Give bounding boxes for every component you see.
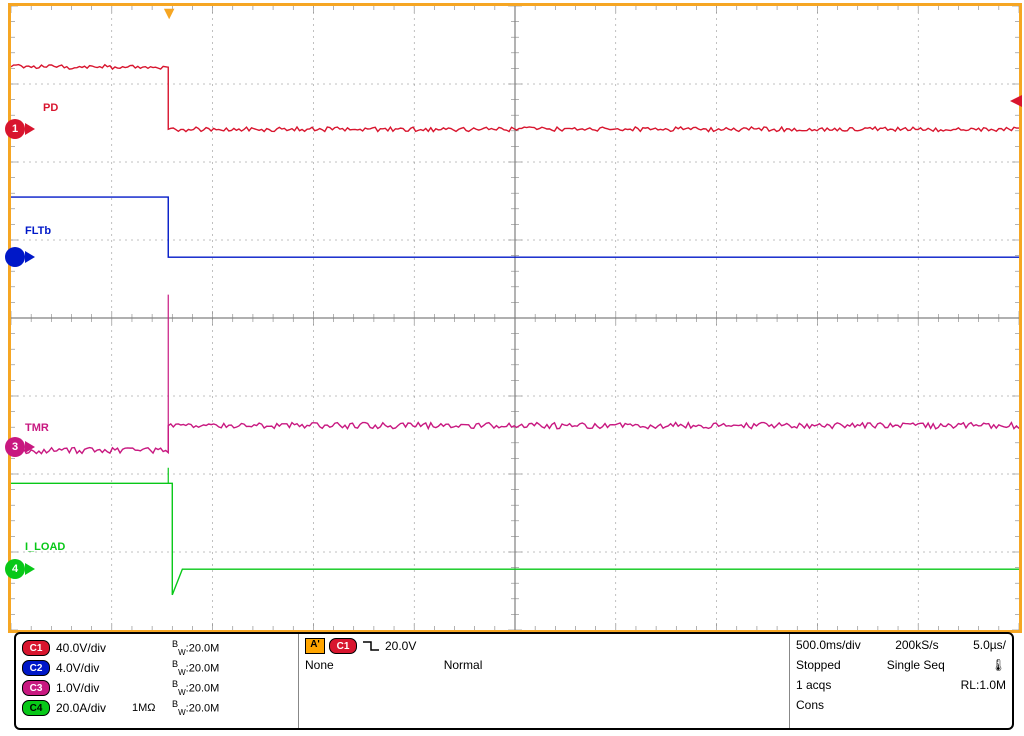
channel-marker-c3: 3	[5, 437, 25, 457]
channel-scale: 4.0V/div	[56, 661, 126, 675]
channel-badge: C2	[22, 660, 50, 676]
acq-mode: Single Seq	[887, 658, 945, 676]
trace-label-c1: PD	[43, 102, 58, 114]
acq-cons: Cons	[796, 698, 824, 716]
channel-bandwidth: BW:20.0M	[172, 659, 219, 677]
trigger-none-label: None	[305, 658, 334, 672]
sample-rate: 200kS/s	[895, 638, 938, 656]
acq-count: 1 acqs	[796, 678, 831, 696]
channel-badge: C3	[22, 680, 50, 696]
channel-bandwidth: BW:20.0M	[172, 699, 219, 717]
trigger-edge-icon	[361, 639, 381, 653]
plot-svg	[11, 6, 1019, 630]
record-length: RL:1.0M	[961, 678, 1006, 696]
channel-coupling: 1MΩ	[132, 702, 166, 714]
timebase-scale: 500.0ms/div	[796, 638, 861, 656]
channel-arrow-icon	[25, 563, 35, 575]
trace-label-c2: FLTb	[25, 225, 51, 237]
acq-state: Stopped	[796, 658, 841, 676]
oscilloscope-screenshot: ▼ 134 PDFLTbTMRI_LOAD C1 40.0V/div BW:20…	[0, 0, 1024, 736]
channel-badge: C4	[22, 700, 50, 716]
channel-arrow-icon	[25, 123, 35, 135]
channel-arrow-icon	[25, 441, 35, 453]
thermometer-icon: 🌡	[991, 658, 1006, 676]
trigger-mode-badge: A'	[305, 638, 325, 654]
waveform-display: ▼ 134 PDFLTbTMRI_LOAD	[8, 3, 1022, 633]
channel-row-c2: C2 4.0V/div BW:20.0M	[22, 658, 292, 678]
channel-scale: 40.0V/div	[56, 641, 126, 655]
timebase-panel: 500.0ms/div 200kS/s 5.0µs/ Stopped Single S…	[790, 634, 1012, 728]
channel-scale: 1.0V/div	[56, 681, 126, 695]
trigger-source-badge: C1	[329, 638, 357, 654]
trace-label-c3: TMR	[25, 422, 49, 434]
channel-row-c1: C1 40.0V/div BW:20.0M	[22, 638, 292, 658]
trigger-normal-label: Normal	[444, 658, 483, 672]
channel-row-c3: C3 1.0V/div BW:20.0M	[22, 678, 292, 698]
channel-badge: C1	[22, 640, 50, 656]
trigger-time-marker-icon: ▼	[160, 3, 178, 24]
trace-label-c4: I_LOAD	[25, 541, 65, 553]
sample-interval: 5.0µs/	[973, 638, 1006, 656]
trigger-level-value: 20.0V	[385, 639, 416, 653]
channel-arrow-icon	[25, 251, 35, 263]
channel-bandwidth: BW:20.0M	[172, 639, 219, 657]
trigger-level-marker-icon	[1008, 94, 1022, 112]
channel-scale: 20.0A/div	[56, 701, 126, 715]
trigger-panel: A' C1 20.0V None Normal	[299, 634, 790, 728]
channel-row-c4: C4 20.0A/div 1MΩ BW:20.0M	[22, 698, 292, 718]
channel-bandwidth: BW:20.0M	[172, 679, 219, 697]
info-bar: C1 40.0V/div BW:20.0MC2 4.0V/div BW:20.0…	[14, 632, 1014, 730]
channel-settings-panel: C1 40.0V/div BW:20.0MC2 4.0V/div BW:20.0…	[16, 634, 299, 728]
